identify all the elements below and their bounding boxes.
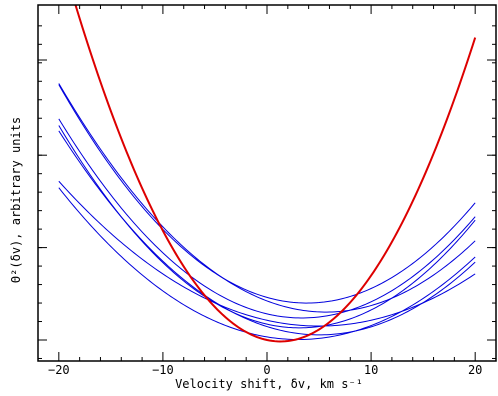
curves-group xyxy=(58,5,477,343)
blue-curve-1 xyxy=(58,84,476,304)
blue-curve-2 xyxy=(58,83,476,313)
x-tick-label: −20 xyxy=(48,363,70,377)
plot-border xyxy=(37,4,497,362)
blue-curve-6 xyxy=(58,180,476,327)
y-axis-label: Θ²(δv), arbitrary units xyxy=(9,117,23,283)
x-tick-label: −10 xyxy=(152,363,174,377)
ticks-group xyxy=(37,5,497,361)
labels-group: −20 −10 0 10 20 xyxy=(48,363,482,377)
red-curve xyxy=(74,5,477,343)
blue-curve-7 xyxy=(58,187,476,341)
plot-frame xyxy=(37,4,497,362)
blue-curve-5 xyxy=(58,130,476,336)
x-axis-label: Velocity shift, δv, km s⁻¹ xyxy=(175,377,363,391)
x-tick-label: 20 xyxy=(468,363,482,377)
x-tick-label: 10 xyxy=(364,363,378,377)
blue-curve-3 xyxy=(58,118,476,319)
x-tick-label: 0 xyxy=(263,363,270,377)
